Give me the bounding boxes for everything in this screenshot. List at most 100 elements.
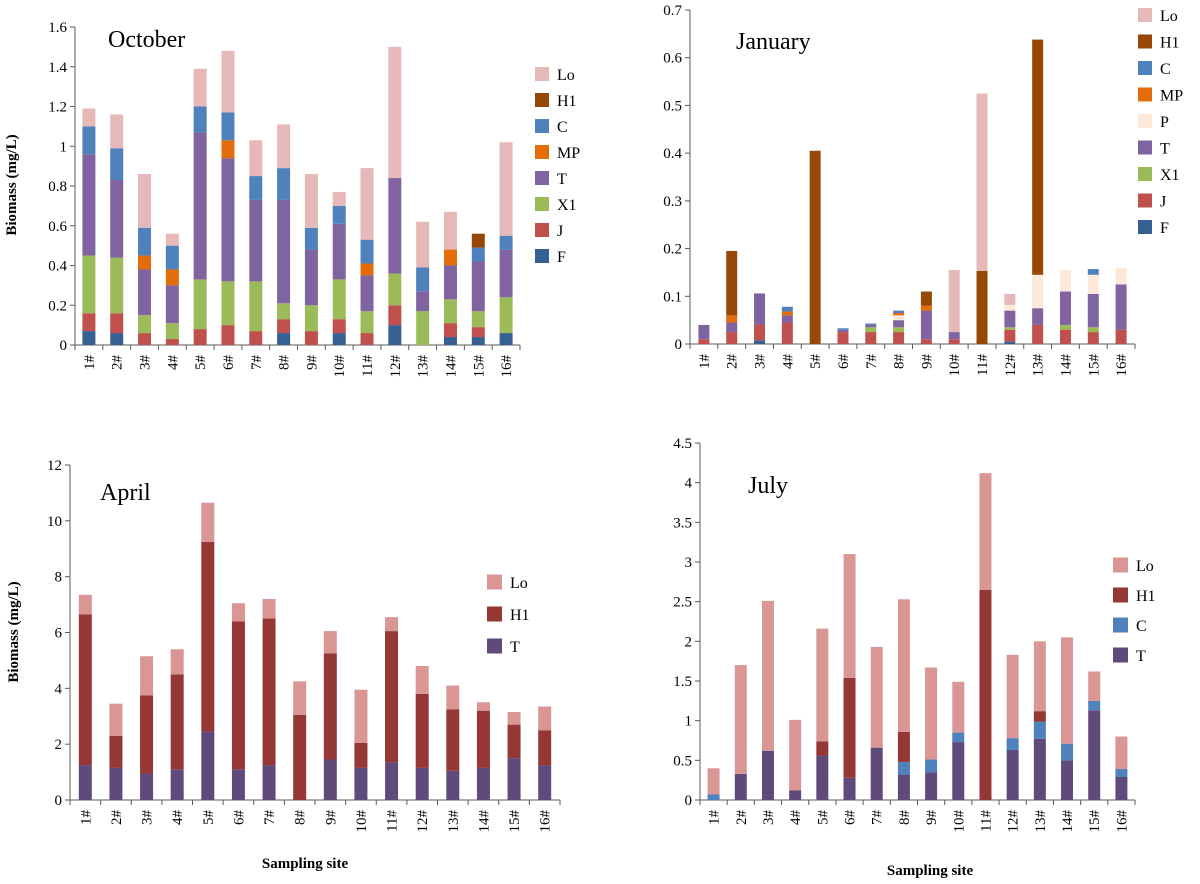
july-bar-H1-13# [1033, 711, 1046, 722]
january-bar-J-12# [1004, 329, 1016, 342]
april-bar-Lo-11# [385, 617, 399, 632]
april-bar-H1-11# [385, 631, 399, 763]
october-x-tick-label: 8# [277, 355, 293, 371]
january-bar-T-3# [754, 293, 766, 325]
january-bar-P-14# [1059, 270, 1071, 292]
april-bar-Lo-16# [538, 706, 552, 731]
april-y-axis-title: Biomass (mg/L) [6, 581, 22, 682]
july-x-tick-label: 1# [707, 810, 723, 826]
april-x-tick-label: 2# [109, 810, 125, 826]
january-bar-J-9# [920, 339, 932, 344]
july-bar-H1-5# [816, 741, 829, 756]
january-bar-F-12# [1004, 341, 1016, 344]
july-legend-swatch-Lo [1113, 557, 1128, 573]
january-legend-swatch-X1 [1138, 167, 1152, 181]
july-bar-Lo-4# [789, 719, 802, 791]
october-legend-label-H1: H1 [557, 93, 577, 110]
october-y-tick-label: 0.6 [48, 219, 67, 235]
july-bar-Lo-10# [952, 681, 965, 733]
january-bar-X1-15# [1087, 327, 1099, 333]
april-bar-T-10# [354, 767, 368, 800]
april-bar-H1-12# [415, 693, 429, 768]
october-bar-T-12# [388, 178, 402, 274]
april-x-tick-label: 13# [446, 810, 462, 833]
october-bar-C-11# [360, 239, 374, 264]
january-y-tick-label: 0.7 [663, 3, 682, 19]
january-bar-T-1# [698, 324, 710, 340]
july-y-tick-label: 2.5 [673, 595, 692, 611]
april-bar-H1-7# [262, 618, 276, 766]
october-bar-T-10# [332, 223, 346, 280]
july-y-tick-label: 4 [685, 476, 693, 492]
october-x-tick-label: 7# [249, 355, 265, 371]
july-bar-Lo-13# [1033, 641, 1046, 712]
october-x-tick-label: 13# [416, 355, 432, 378]
october-bar-J-6# [221, 325, 235, 345]
april-bar-H1-9# [323, 653, 337, 760]
april-bar-T-15# [507, 758, 521, 800]
april-y-tick-label: 8 [55, 570, 63, 586]
october-legend-label-Lo: Lo [557, 67, 575, 84]
july-y-tick-label: 0 [685, 793, 693, 809]
october-x-tick-label: 14# [443, 355, 459, 378]
october-bar-C-10# [332, 205, 346, 224]
january-bar-T-9# [920, 310, 932, 340]
october-bar-T-14# [443, 265, 457, 300]
july-bar-T-10# [952, 742, 965, 800]
october-bar-X1-16# [499, 297, 513, 334]
january-y-tick-label: 0 [675, 337, 683, 353]
january-x-tick-label: 1# [697, 354, 713, 370]
october-x-tick-label: 3# [138, 355, 154, 371]
january-bar-T-14# [1059, 291, 1071, 325]
october-bar-MP-4# [165, 269, 179, 286]
october-legend-label-T: T [557, 171, 567, 188]
january-bar-P-12# [1004, 304, 1016, 311]
october-bar-MP-11# [360, 263, 374, 276]
april-bar-T-12# [415, 767, 429, 800]
october-bar-Lo-1# [82, 108, 96, 127]
january-y-tick-label: 0.2 [663, 242, 682, 258]
january-bar-MP-4# [781, 311, 793, 316]
october-bar-J-11# [360, 333, 374, 345]
january-bar-C-8# [893, 310, 905, 313]
january-bar-J-3# [754, 324, 766, 341]
october-bar-X1-12# [388, 273, 402, 306]
july-legend-label-H1: H1 [1136, 588, 1156, 605]
april-panel: April Biomass (mg/L) Sampling site 0 2 4 6 8… [6, 458, 561, 872]
october-bar-Lo-4# [165, 233, 179, 246]
july-bar-T-13# [1033, 738, 1046, 800]
january-panel: January 0 0.1 0.2 0.3 0.4 0.5 0.6 0.7 1# 2# 3# 4# 5#… [663, 3, 1183, 377]
april-bar-T-3# [140, 773, 154, 800]
october-x-tick-label: 1# [82, 355, 98, 371]
october-bar-Lo-16# [499, 142, 513, 236]
april-x-tick-label: 8# [293, 810, 309, 826]
october-legend-swatch-J [535, 223, 549, 237]
january-bar-F-3# [754, 340, 766, 344]
july-x-tick-label: 16# [1114, 810, 1130, 833]
october-bar-C-7# [249, 176, 263, 200]
july-bar-T-5# [816, 755, 829, 800]
october-bar-C-4# [165, 245, 179, 270]
october-bar-Lo-14# [443, 211, 457, 250]
april-bar-Lo-10# [354, 689, 368, 743]
january-legend-label-J: J [1160, 194, 1166, 211]
april-x-tick-label: 5# [201, 810, 217, 826]
july-x-tick-label: 10# [951, 810, 967, 833]
january-x-tick-label: 10# [947, 354, 963, 377]
january-x-tick-label: 8# [892, 354, 908, 370]
april-bar-H1-1# [78, 614, 92, 766]
april-x-tick-label: 10# [354, 810, 370, 833]
july-bar-Lo-5# [816, 628, 829, 742]
april-y-tick-label: 0 [55, 793, 63, 809]
april-y-tick-label: 12 [47, 458, 62, 474]
october-bar-J-12# [388, 305, 402, 326]
april-x-tick-label: 4# [170, 810, 186, 826]
april-bar-H1-14# [476, 710, 490, 768]
october-legend-label-F: F [557, 249, 566, 266]
january-bar-J-15# [1087, 332, 1099, 344]
october-bar-Lo-2# [110, 114, 124, 149]
october-bar-J-4# [165, 339, 179, 345]
january-legend-swatch-T [1138, 140, 1152, 155]
april-bar-Lo-15# [507, 712, 521, 725]
april-bar-T-11# [385, 762, 399, 800]
